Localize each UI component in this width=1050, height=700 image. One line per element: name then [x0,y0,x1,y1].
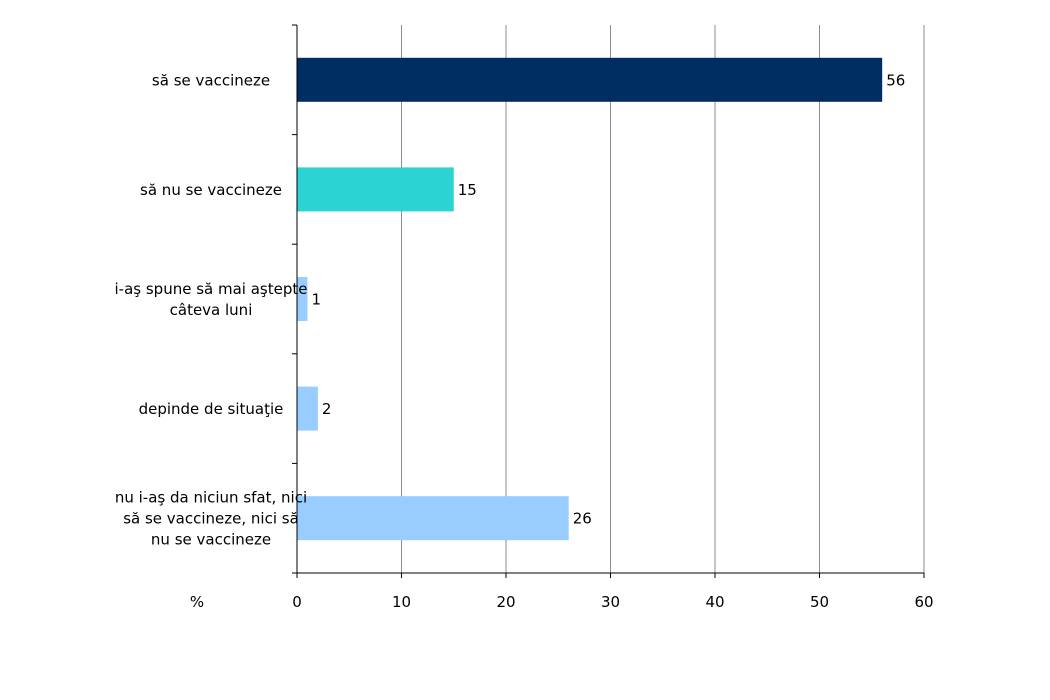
x-tick-label-60: 60 [914,593,933,611]
bar-5 [297,496,569,541]
x-tick-label-10: 10 [392,593,411,611]
category-label-1: să se vaccineze [152,71,270,89]
category-label-4: depinde de situaţie [139,400,284,418]
bars [297,57,883,541]
value-label-4: 2 [322,400,332,418]
x-tick-label-30: 30 [601,593,620,611]
category-labels: să se vaccineze să nu se vaccineze i-aş sp… [115,71,308,548]
value-label-1: 56 [886,71,905,89]
bar-4 [297,386,318,431]
category-label-3: i-aş spune să mai aştepte câteva luni [115,280,308,319]
x-tick-label-20: 20 [496,593,515,611]
x-tick-label-40: 40 [705,593,724,611]
x-tick-label-50: 50 [810,593,829,611]
x-axis-unit-label: % [190,593,204,611]
x-tick-label-0: 0 [292,593,302,611]
category-label-5: nu i-aş da niciun sfat, nici să se vaccin… [115,489,307,549]
bar-3 [297,277,308,321]
gridlines [401,25,925,573]
bar-2 [297,167,454,212]
value-label-5: 26 [573,510,592,528]
value-label-2: 15 [458,181,477,199]
value-label-3: 1 [311,291,321,309]
category-label-2: să nu se vaccineze [140,181,282,199]
bar-1 [297,57,883,102]
axes [292,24,925,578]
x-tick-labels: 0 10 20 30 40 50 60 [292,593,933,611]
value-labels: 56 15 1 2 26 [311,71,905,527]
